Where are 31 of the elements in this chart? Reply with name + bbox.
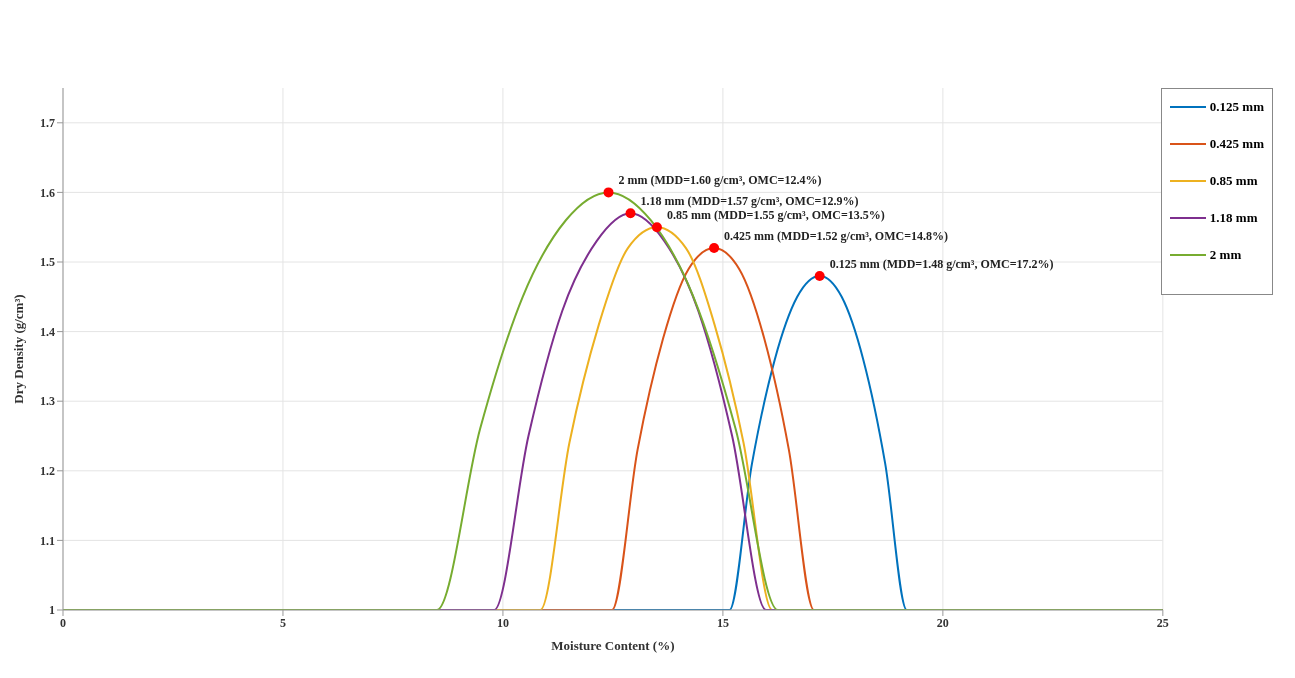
point: [603, 187, 614, 198]
annotation: 1.18 mm (MDD=1.57 g/cm³, OMC=12.9%): [640, 194, 859, 209]
point: [814, 270, 825, 281]
point: [625, 208, 636, 219]
x-tick-label: 15: [716, 615, 729, 630]
annotation: 0.425 mm (MDD=1.52 g/cm³, OMC=14.8%): [724, 229, 948, 244]
y-axis-title: Dry Density (g/cm³): [10, 294, 26, 404]
legend-label: 0.125 mm: [1209, 99, 1264, 115]
y-tick-label: 1.1: [40, 533, 55, 548]
x-tick-label: 20: [936, 615, 949, 630]
legend-label: 2 mm: [1209, 247, 1242, 263]
annotation: 0.85 mm (MDD=1.55 g/cm³, OMC=13.5%): [666, 208, 885, 223]
y-tick-label: 1.2: [40, 464, 55, 479]
x-tick-label: 10: [496, 615, 509, 630]
x-tick-label: 5: [279, 615, 286, 630]
legend-label: 1.18 mm: [1209, 210, 1258, 226]
y-tick-label: 1.4: [40, 324, 55, 339]
legend-label: 0.425 mm: [1209, 136, 1264, 152]
y-tick-label: 1.3: [40, 394, 55, 409]
x-tick-label: 25: [1156, 615, 1169, 630]
y-tick-label: 1: [49, 603, 55, 618]
y-tick-label: 1.5: [40, 255, 55, 270]
point: [651, 222, 662, 233]
x-axis-title: Moisture Content (%): [551, 638, 675, 653]
annotation: 2 mm (MDD=1.60 g/cm³, OMC=12.4%): [618, 173, 822, 188]
legend-label: 0.85 mm: [1209, 173, 1258, 189]
x-tick-label: 0: [60, 615, 66, 630]
y-tick-label: 1.7: [40, 116, 55, 131]
annotation: 0.125 mm (MDD=1.48 g/cm³, OMC=17.2%): [829, 256, 1054, 271]
y-tick-label: 1.6: [40, 185, 55, 200]
point: [709, 243, 720, 254]
